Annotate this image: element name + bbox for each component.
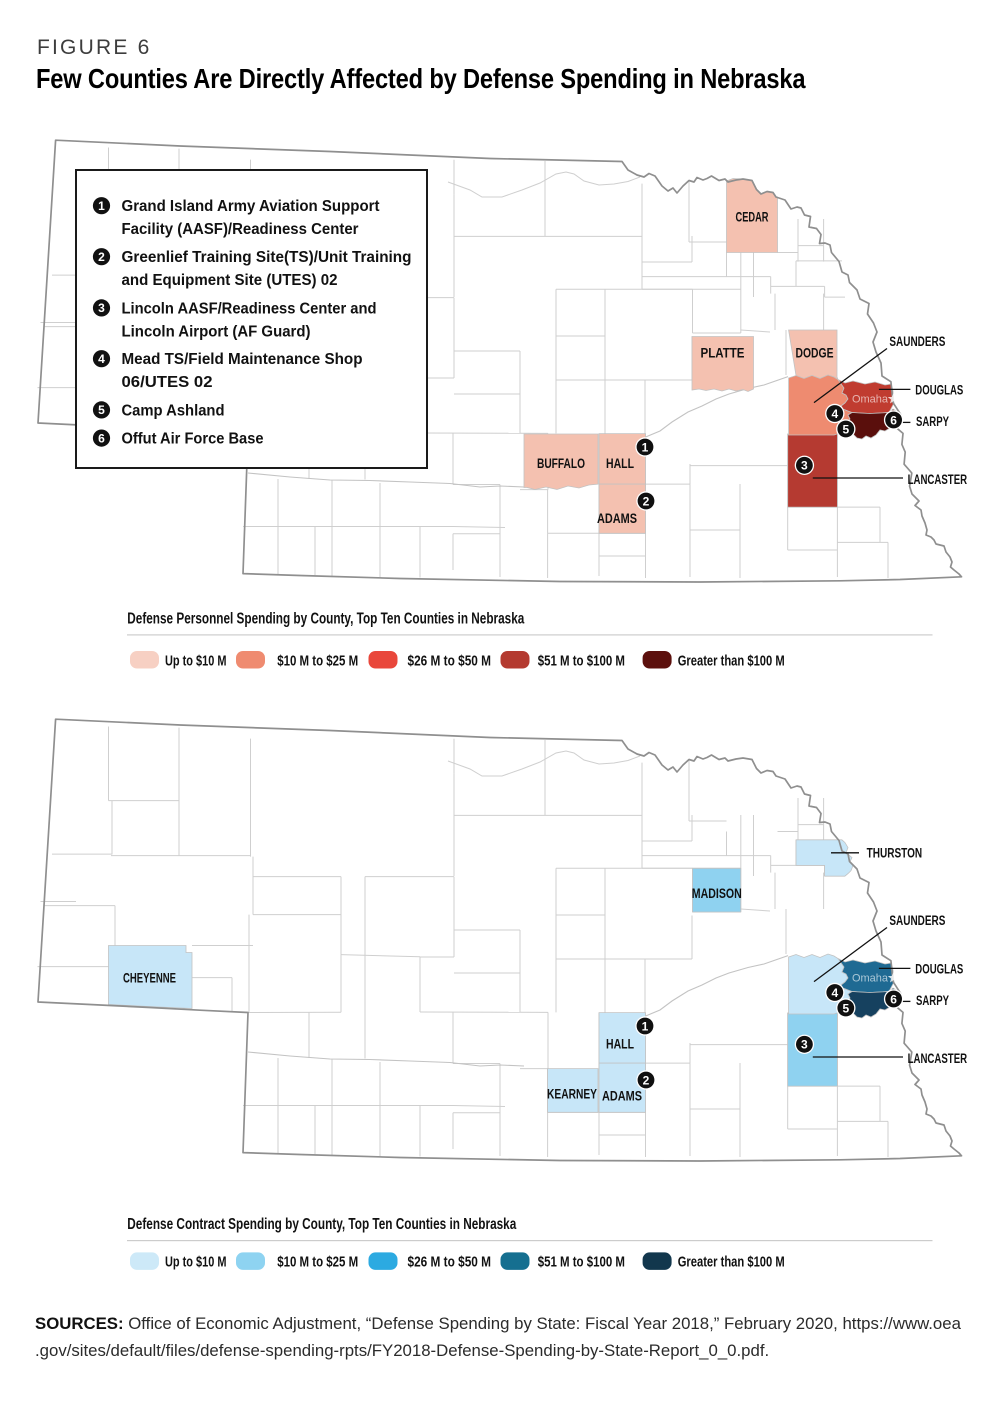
svg-text:PLATTE: PLATTE: [701, 346, 745, 361]
svg-text:Lincoln Airport (AF Guard): Lincoln Airport (AF Guard): [121, 323, 310, 340]
svg-text:5: 5: [842, 1002, 849, 1016]
svg-text:Defense Contract Spending by C: Defense Contract Spending by County, Top…: [127, 1216, 516, 1233]
svg-text:1: 1: [642, 1020, 649, 1034]
svg-text:3: 3: [98, 301, 105, 315]
svg-text:DOUGLAS: DOUGLAS: [915, 382, 963, 397]
svg-text:LANCASTER: LANCASTER: [908, 1051, 968, 1066]
svg-text:1: 1: [642, 440, 649, 454]
svg-text:CEDAR: CEDAR: [736, 210, 769, 225]
svg-text:4: 4: [831, 407, 838, 421]
svg-text:6: 6: [98, 431, 105, 445]
svg-text:$10 M to $25 M: $10 M to $25 M: [277, 652, 358, 669]
svg-text:6: 6: [890, 413, 897, 427]
svg-text:ADAMS: ADAMS: [597, 511, 637, 526]
svg-text:Omaha: Omaha: [852, 393, 889, 405]
svg-text:2: 2: [98, 250, 105, 264]
svg-text:Greater than $100 M: Greater than $100 M: [678, 652, 785, 669]
svg-text:Defense Personnel Spending by: Defense Personnel Spending by County, To…: [127, 611, 524, 628]
svg-text:4: 4: [831, 986, 838, 1000]
svg-text:$51 M to $100 M: $51 M to $100 M: [538, 1254, 625, 1271]
svg-text:SAUNDERS: SAUNDERS: [889, 334, 945, 349]
svg-text:DODGE: DODGE: [796, 346, 834, 361]
svg-text:DOUGLAS: DOUGLAS: [915, 962, 963, 977]
svg-text:5: 5: [98, 403, 105, 417]
svg-text:Facility (AASF)/Readiness Cent: Facility (AASF)/Readiness Center: [121, 221, 358, 238]
svg-text:$26 M to $50 M: $26 M to $50 M: [408, 1254, 492, 1271]
svg-text:Offut Air Force Base: Offut Air Force Base: [121, 430, 263, 447]
svg-text:Greater than $100 M: Greater than $100 M: [678, 1254, 785, 1271]
svg-text:KEARNEY: KEARNEY: [547, 1087, 597, 1102]
svg-text:Grand Island Army Aviation Sup: Grand Island Army Aviation Support: [121, 198, 379, 215]
svg-text:BUFFALO: BUFFALO: [537, 456, 585, 471]
svg-text:ADAMS: ADAMS: [602, 1089, 642, 1104]
svg-text:3: 3: [801, 459, 808, 473]
svg-text:5: 5: [842, 422, 849, 436]
svg-text:and Equipment Site (UTES) 02: and Equipment Site (UTES) 02: [121, 272, 337, 289]
svg-text:Camp Ashland: Camp Ashland: [121, 402, 224, 419]
svg-text:MADISON: MADISON: [692, 887, 742, 902]
svg-text:Up to $10 M: Up to $10 M: [165, 1254, 227, 1271]
svg-text:SARPY: SARPY: [916, 993, 949, 1008]
svg-text:2: 2: [643, 494, 650, 508]
svg-text:HALL: HALL: [606, 1037, 634, 1052]
svg-text:CHEYENNE: CHEYENNE: [123, 971, 176, 986]
svg-text:Up to $10 M: Up to $10 M: [165, 652, 227, 669]
svg-text:HALL: HALL: [606, 456, 634, 471]
svg-text:$51 M to $100 M: $51 M to $100 M: [538, 652, 625, 669]
svg-text:SAUNDERS: SAUNDERS: [889, 913, 945, 928]
svg-text:$10 M to $25 M: $10 M to $25 M: [277, 1254, 358, 1271]
svg-text:Mead TS/Field Maintenance Shop: Mead TS/Field Maintenance Shop: [121, 351, 362, 368]
svg-text:SARPY: SARPY: [916, 414, 949, 429]
svg-text:$26 M to $50 M: $26 M to $50 M: [408, 652, 492, 669]
svg-text:3: 3: [801, 1038, 808, 1052]
svg-text:Omaha: Omaha: [852, 973, 889, 985]
svg-text:Lincoln AASF/Readiness Center: Lincoln AASF/Readiness Center and: [121, 300, 376, 317]
svg-text:Greenlief Training Site(TS)/Un: Greenlief Training Site(TS)/Unit Trainin…: [121, 249, 411, 266]
svg-text:06/UTES 02: 06/UTES 02: [121, 374, 212, 391]
svg-text:6: 6: [890, 993, 897, 1007]
svg-text:LANCASTER: LANCASTER: [908, 472, 968, 487]
svg-text:4: 4: [98, 352, 105, 366]
svg-text:THURSTON: THURSTON: [867, 846, 923, 861]
svg-text:2: 2: [643, 1074, 650, 1088]
svg-text:1: 1: [98, 199, 105, 213]
